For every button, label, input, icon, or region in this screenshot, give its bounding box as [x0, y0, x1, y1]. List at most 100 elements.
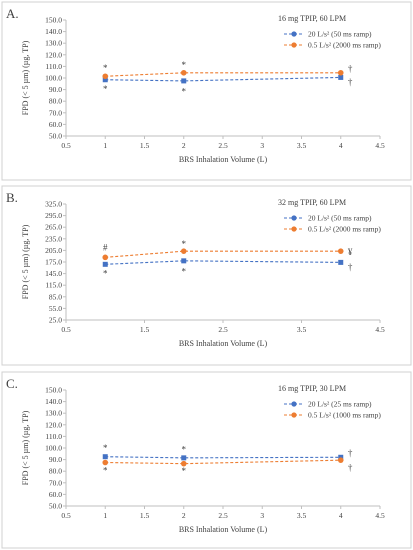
x-tick-label: 4.5 — [375, 511, 385, 520]
y-tick-label: 205.0 — [45, 246, 62, 255]
y-tick-label: 50.0 — [49, 502, 62, 511]
data-point — [181, 258, 187, 264]
x-axis-label: BRS Inhalation Volume (L) — [179, 525, 268, 534]
y-axis-label: FPD (< 5 µm) (µg, TP) — [21, 410, 30, 485]
y-tick-label: 100.0 — [45, 74, 62, 83]
x-tick-label: 2.5 — [218, 141, 228, 150]
data-point — [338, 74, 344, 80]
legend-label: 0.5 L/s² (1000 ms ramp) — [308, 411, 381, 420]
series-line — [105, 456, 341, 459]
y-tick-label: 145.0 — [45, 269, 62, 278]
significance-marker: * — [182, 466, 187, 476]
x-tick-label: 3.5 — [297, 141, 307, 150]
y-tick-label: 80.0 — [49, 97, 62, 106]
x-tick-label: 0.5 — [61, 511, 71, 520]
significance-marker: * — [182, 239, 187, 249]
y-tick-label: 110.0 — [45, 62, 62, 71]
significance-marker: † — [348, 77, 353, 87]
legend-marker — [291, 42, 297, 48]
x-tick-label: 1.5 — [140, 325, 150, 334]
panel-label: A. — [6, 6, 19, 21]
chart-panel: B. 25.0 55.0 85.0 115.0 145.0 175.0 205.0 235.0 2… — [1, 185, 412, 366]
x-tick-label: 3 — [260, 141, 264, 150]
legend-marker — [291, 31, 297, 37]
x-tick-label: 2.5 — [218, 511, 228, 520]
y-axis-label: FPD (< 5 µm) (µg, TP) — [21, 40, 30, 115]
significance-marker: * — [182, 267, 187, 277]
legend-marker — [291, 412, 297, 418]
data-point — [338, 259, 344, 265]
y-tick-label: 55.0 — [49, 304, 62, 313]
series-line — [105, 72, 341, 77]
series-line — [105, 459, 341, 465]
chart-panel: C.50.060.070.080.090.0100.0110.0120.0130… — [1, 371, 412, 549]
y-tick-label: 90.0 — [49, 85, 62, 94]
series-line — [105, 250, 341, 258]
data-point — [181, 78, 187, 84]
significance-marker: * — [103, 443, 108, 453]
x-tick-label: 1 — [103, 141, 107, 150]
y-tick-label: 115.0 — [45, 281, 62, 290]
legend-label: 20 L/s² (25 ms ramp) — [308, 400, 372, 409]
y-tick-label: 90.0 — [49, 455, 62, 464]
x-tick-label: 2 — [182, 511, 186, 520]
y-tick-label: 60.0 — [49, 490, 62, 499]
chart-title: 16 mg TPIP, 60 LPM — [278, 14, 346, 23]
y-tick-label: 110.0 — [45, 432, 62, 441]
y-tick-label: 265.0 — [45, 223, 62, 232]
data-point — [102, 454, 108, 460]
x-axis-label: BRS Inhalation Volume (L) — [179, 339, 268, 348]
x-tick-label: 1.5 — [140, 141, 150, 150]
data-point — [337, 248, 344, 254]
legend-label: 20 L/s² (50 ms ramp) — [308, 30, 372, 39]
significance-marker: † — [348, 262, 353, 272]
significance-marker: * — [182, 445, 187, 455]
y-tick-label: 70.0 — [49, 108, 62, 117]
legend-marker — [291, 401, 297, 407]
y-tick-label: 100.0 — [45, 444, 62, 453]
y-tick-label: 50.0 — [49, 132, 62, 141]
x-tick-label: 3.5 — [297, 511, 307, 520]
legend-marker — [291, 215, 297, 221]
x-tick-label: 4.5 — [375, 141, 385, 150]
y-tick-label: 80.0 — [49, 467, 62, 476]
y-tick-label: 150.0 — [45, 16, 62, 25]
x-tick-label: 3 — [260, 511, 264, 520]
x-tick-label: 3.5 — [297, 325, 307, 334]
y-tick-label: 120.0 — [45, 420, 62, 429]
chart-title: 16 mg TPIP, 30 LPM — [278, 384, 346, 393]
significance-marker: ¥ — [348, 247, 353, 257]
x-tick-label: 1 — [103, 511, 107, 520]
y-tick-label: 130.0 — [45, 39, 62, 48]
y-tick-label: 325.0 — [45, 200, 62, 209]
x-axis-label: BRS Inhalation Volume (L) — [179, 155, 268, 164]
significance-marker: * — [103, 63, 108, 73]
x-tick-label: 1.5 — [140, 511, 150, 520]
x-tick-label: 4.5 — [375, 325, 385, 334]
y-tick-label: 175.0 — [45, 258, 62, 267]
data-point — [338, 454, 344, 460]
data-point — [102, 459, 109, 466]
series-line — [105, 260, 341, 265]
significance-marker: * — [182, 60, 187, 70]
significance-marker: * — [182, 86, 187, 96]
x-tick-label: 0.5 — [61, 141, 71, 150]
panel-label: C. — [6, 376, 18, 391]
data-point — [337, 69, 344, 76]
legend-marker — [291, 226, 297, 232]
y-tick-label: 130.0 — [45, 409, 62, 418]
y-tick-label: 140.0 — [45, 27, 62, 36]
significance-marker: # — [103, 242, 108, 252]
y-tick-label: 235.0 — [45, 234, 62, 243]
data-point — [180, 248, 187, 254]
data-point — [102, 73, 109, 80]
data-point — [180, 69, 187, 76]
data-point — [337, 457, 344, 463]
significance-marker: * — [103, 84, 108, 94]
y-tick-label: 60.0 — [49, 120, 62, 129]
data-point — [180, 460, 187, 467]
x-tick-label: 4 — [339, 511, 343, 520]
x-tick-label: 0.5 — [61, 325, 71, 334]
